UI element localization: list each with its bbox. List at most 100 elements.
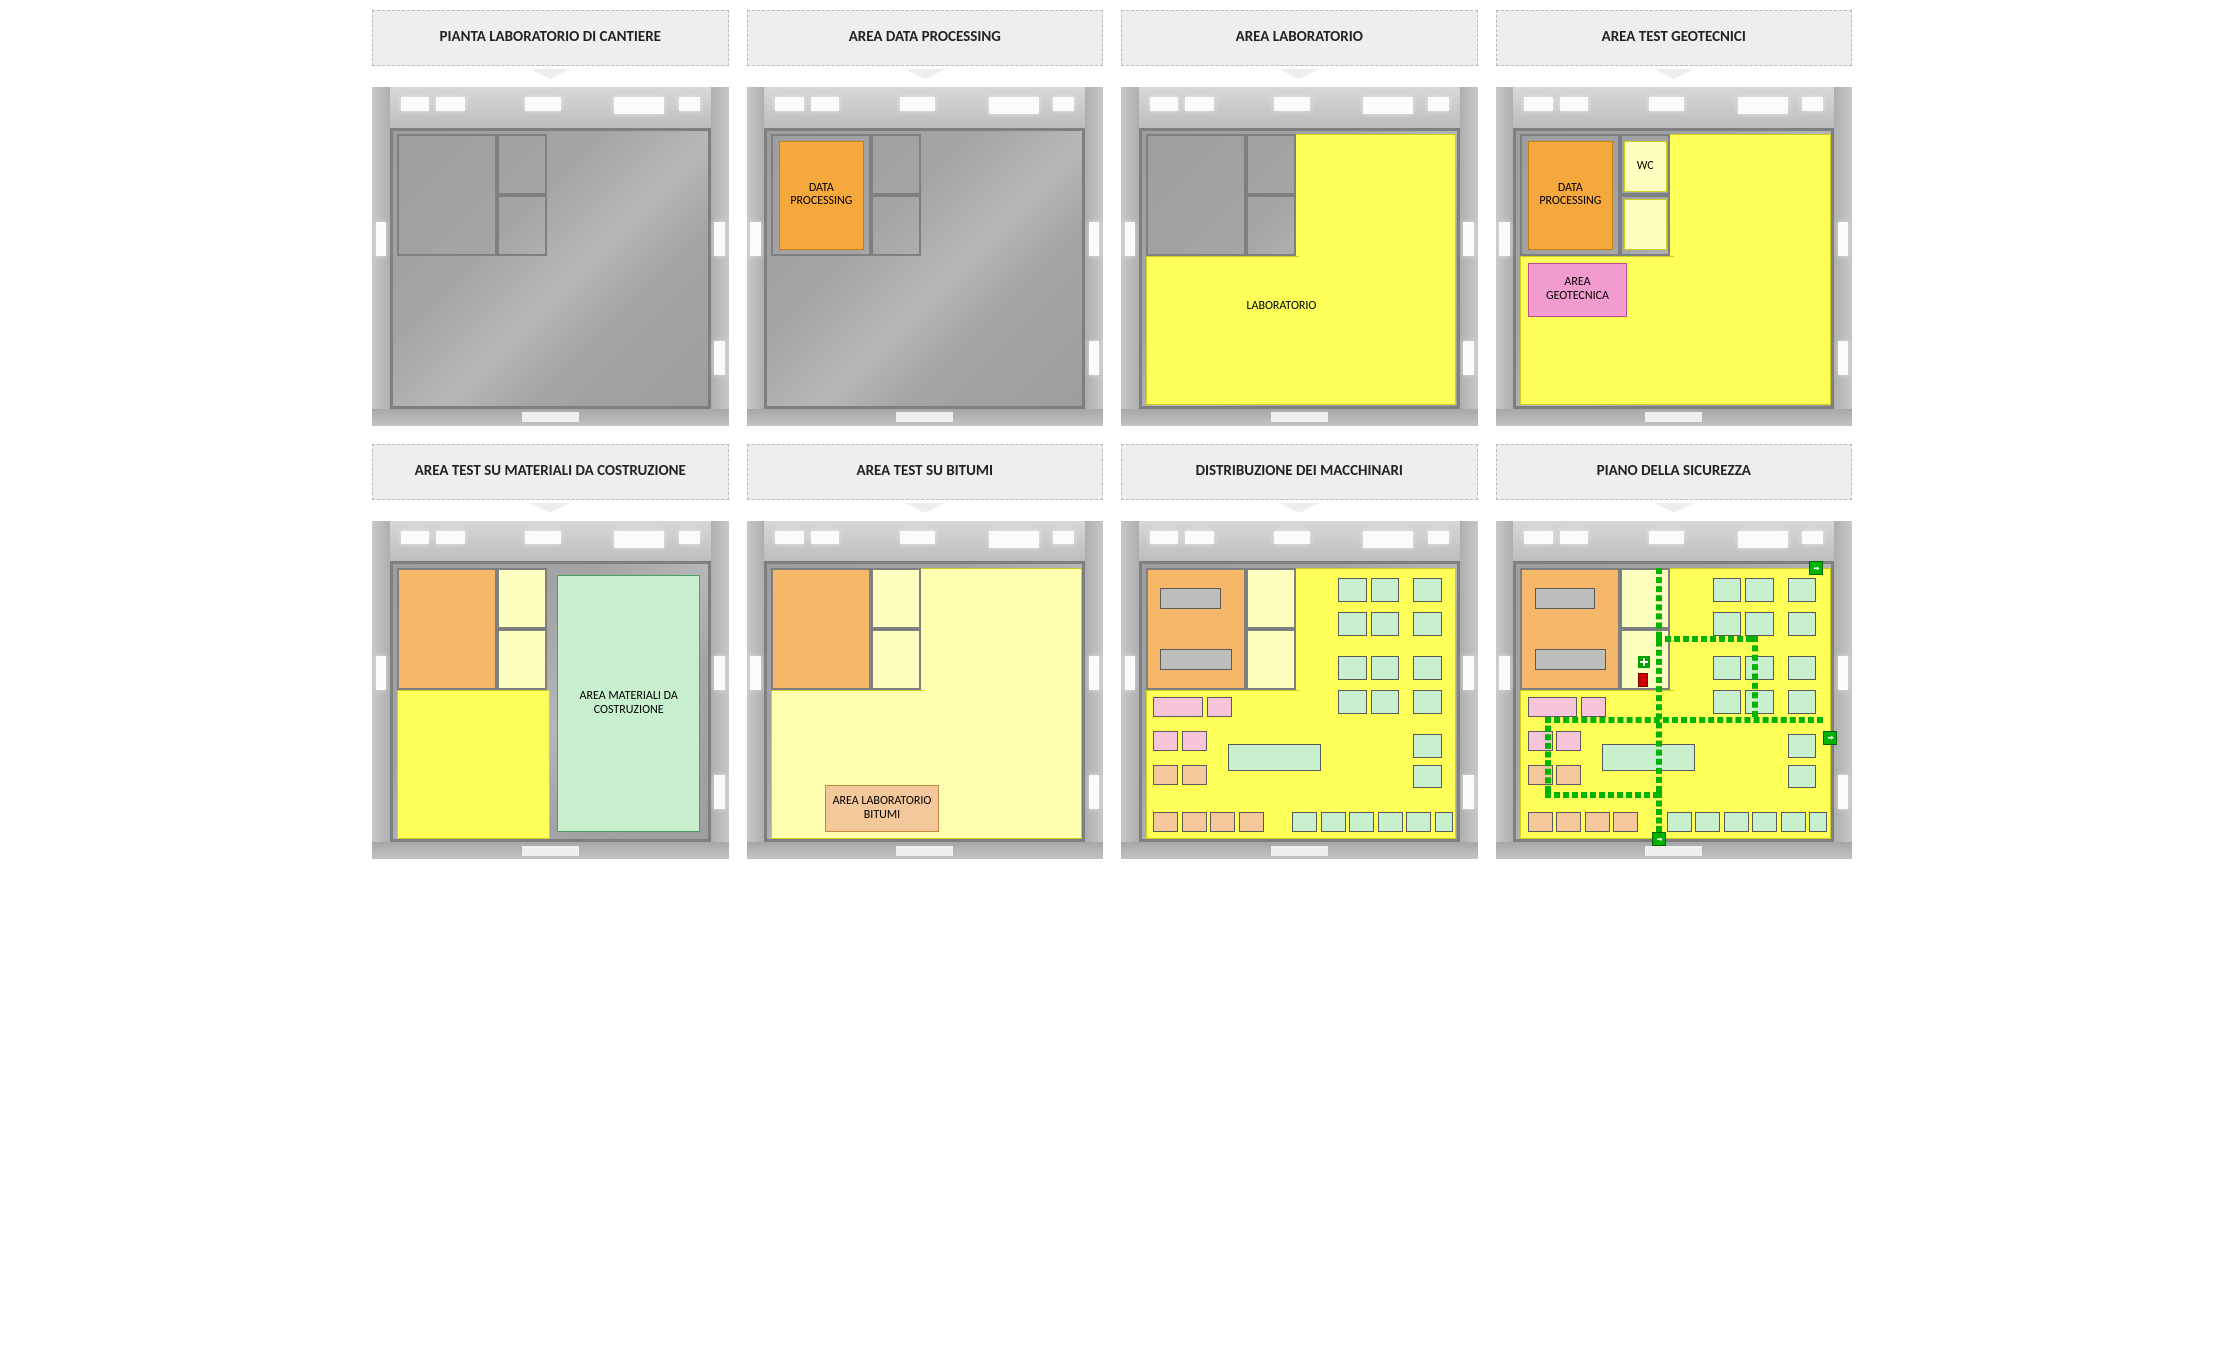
- eq-green-right-3: [1338, 612, 1367, 636]
- panel-title: AREA TEST GEOTECNICI: [1496, 10, 1853, 66]
- room-plan-safety: [1496, 521, 1853, 860]
- panel-title: DISTRIBUZIONE DEI MACCHINARI: [1121, 444, 1478, 500]
- room-plan-geo: DATA PROCESSING WC AREA GEOTECNICA: [1496, 87, 1853, 426]
- eq-orange-1: [1182, 765, 1207, 785]
- eq-orange-5: [1613, 812, 1638, 832]
- zone-data-processing: DATA PROCESSING: [779, 141, 865, 249]
- eq-green-right-7: [1745, 656, 1774, 680]
- eq-orange-2: [1528, 812, 1553, 832]
- zone-label: AREA LABORATORIO BITUMI: [830, 795, 934, 823]
- eq-gray-0: [1535, 588, 1596, 608]
- eq-green-bottom-5: [1435, 812, 1453, 832]
- panel-2: AREA DATA PROCESSING DATA PROCESSING: [747, 10, 1104, 426]
- zone-lab-a: [921, 568, 1081, 839]
- safety-path-2: [1545, 717, 1551, 792]
- eq-orange-1: [1556, 765, 1581, 785]
- exit-icon-1: [1823, 731, 1837, 745]
- eq-green-right-13: [1413, 765, 1442, 789]
- eq-green-right-4: [1745, 612, 1774, 636]
- zone-bitumi: AREA LABORATORIO BITUMI: [825, 785, 939, 832]
- eq-green-bottom-4: [1781, 812, 1806, 832]
- eq-green-right-1: [1371, 578, 1400, 602]
- eq-center-table: [1602, 744, 1695, 771]
- zone-lab-label: LABORATORIO: [1192, 290, 1370, 324]
- panels-grid: PIANTA LABORATORIO DI CANTIERE AREA DATA…: [372, 10, 1852, 859]
- panel-title: AREA TEST SU MATERIALI DA COSTRUZIONE: [372, 444, 729, 500]
- zone-lab-a: [1296, 134, 1456, 405]
- room-plan-bitumi: AREA LABORATORIO BITUMI: [747, 521, 1104, 860]
- eq-green-right-11: [1788, 690, 1817, 714]
- eq-orange-3: [1556, 812, 1581, 832]
- eq-green-bottom-1: [1695, 812, 1720, 832]
- room-plan-materiali: AREA MATERIALI DA COSTRUZIONE: [372, 521, 729, 860]
- title-arrow: [530, 503, 570, 513]
- eq-pink-3: [1556, 731, 1581, 751]
- safety-path-3: [1545, 792, 1659, 798]
- eq-green-right-3: [1713, 612, 1742, 636]
- zone-geotecnica: AREA GEOTECNICA: [1528, 263, 1628, 317]
- eq-green-right-12: [1413, 734, 1442, 758]
- panel-5: AREA TEST SU MATERIALI DA COSTRUZIONE AR…: [372, 444, 729, 860]
- eq-pink-2: [1153, 731, 1178, 751]
- zone-label: AREA GEOTECNICA: [1533, 276, 1623, 304]
- eq-green-right-4: [1371, 612, 1400, 636]
- panel-title: PIANO DELLA SICUREZZA: [1496, 444, 1853, 500]
- eq-orange-4: [1210, 812, 1235, 832]
- eq-green-right-10: [1745, 690, 1774, 714]
- panel-7: DISTRIBUZIONE DEI MACCHINARI: [1121, 444, 1478, 860]
- eq-green-right-1: [1745, 578, 1774, 602]
- zone-label: LABORATORIO: [1246, 300, 1316, 314]
- eq-green-right-9: [1338, 690, 1367, 714]
- fire-extinguisher-icon: [1638, 673, 1648, 687]
- zone-lab-b: [1146, 256, 1299, 405]
- room-plan-lab: LABORATORIO: [1121, 87, 1478, 426]
- zone-materiali: AREA MATERIALI DA COSTRUZIONE: [557, 575, 700, 832]
- eq-pink-0: [1153, 697, 1203, 717]
- panel-title: AREA LABORATORIO: [1121, 10, 1478, 66]
- exit-icon-2: [1652, 832, 1666, 846]
- title-arrow: [1279, 503, 1319, 513]
- eq-center-table: [1228, 744, 1321, 771]
- eq-orange-5: [1239, 812, 1264, 832]
- panel-8: PIANO DELLA SICUREZZA: [1496, 444, 1853, 860]
- panel-6: AREA TEST SU BITUMI AREA LABORATORIO BIT…: [747, 444, 1104, 860]
- eq-pink-0: [1528, 697, 1578, 717]
- safety-path-1: [1545, 717, 1823, 723]
- title-arrow: [1279, 69, 1319, 79]
- eq-green-bottom-2: [1724, 812, 1749, 832]
- eq-green-right-2: [1413, 578, 1442, 602]
- eq-green-right-2: [1788, 578, 1817, 602]
- safety-path-6: [1656, 636, 1752, 642]
- eq-green-bottom-0: [1667, 812, 1692, 832]
- eq-green-right-5: [1413, 612, 1442, 636]
- exit-icon-0: [1809, 561, 1823, 575]
- eq-green-bottom-1: [1321, 812, 1346, 832]
- eq-green-bottom-5: [1809, 812, 1827, 832]
- panel-title: PIANTA LABORATORIO DI CANTIERE: [372, 10, 729, 66]
- firstaid-icon: [1638, 656, 1650, 668]
- eq-orange-3: [1182, 812, 1207, 832]
- eq-pink-3: [1182, 731, 1207, 751]
- eq-green-bottom-3: [1752, 812, 1777, 832]
- title-arrow: [905, 503, 945, 513]
- zone-lab-b: [397, 690, 550, 839]
- zone-label: DATA PROCESSING: [784, 182, 860, 210]
- panel-title: AREA DATA PROCESSING: [747, 10, 1104, 66]
- eq-gray-1: [1535, 649, 1606, 669]
- eq-green-right-7: [1371, 656, 1400, 680]
- eq-pink-1: [1207, 697, 1232, 717]
- eq-pink-1: [1581, 697, 1606, 717]
- eq-orange-2: [1153, 812, 1178, 832]
- panel-3: AREA LABORATORIO LABORATORIO: [1121, 10, 1478, 426]
- eq-green-right-13: [1788, 765, 1817, 789]
- eq-gray-1: [1160, 649, 1231, 669]
- eq-green-bottom-3: [1378, 812, 1403, 832]
- eq-orange-0: [1153, 765, 1178, 785]
- eq-green-right-8: [1788, 656, 1817, 680]
- title-arrow: [905, 69, 945, 79]
- eq-green-right-0: [1338, 578, 1367, 602]
- eq-green-right-5: [1788, 612, 1817, 636]
- eq-orange-4: [1585, 812, 1610, 832]
- panel-title: AREA TEST SU BITUMI: [747, 444, 1104, 500]
- eq-green-bottom-4: [1406, 812, 1431, 832]
